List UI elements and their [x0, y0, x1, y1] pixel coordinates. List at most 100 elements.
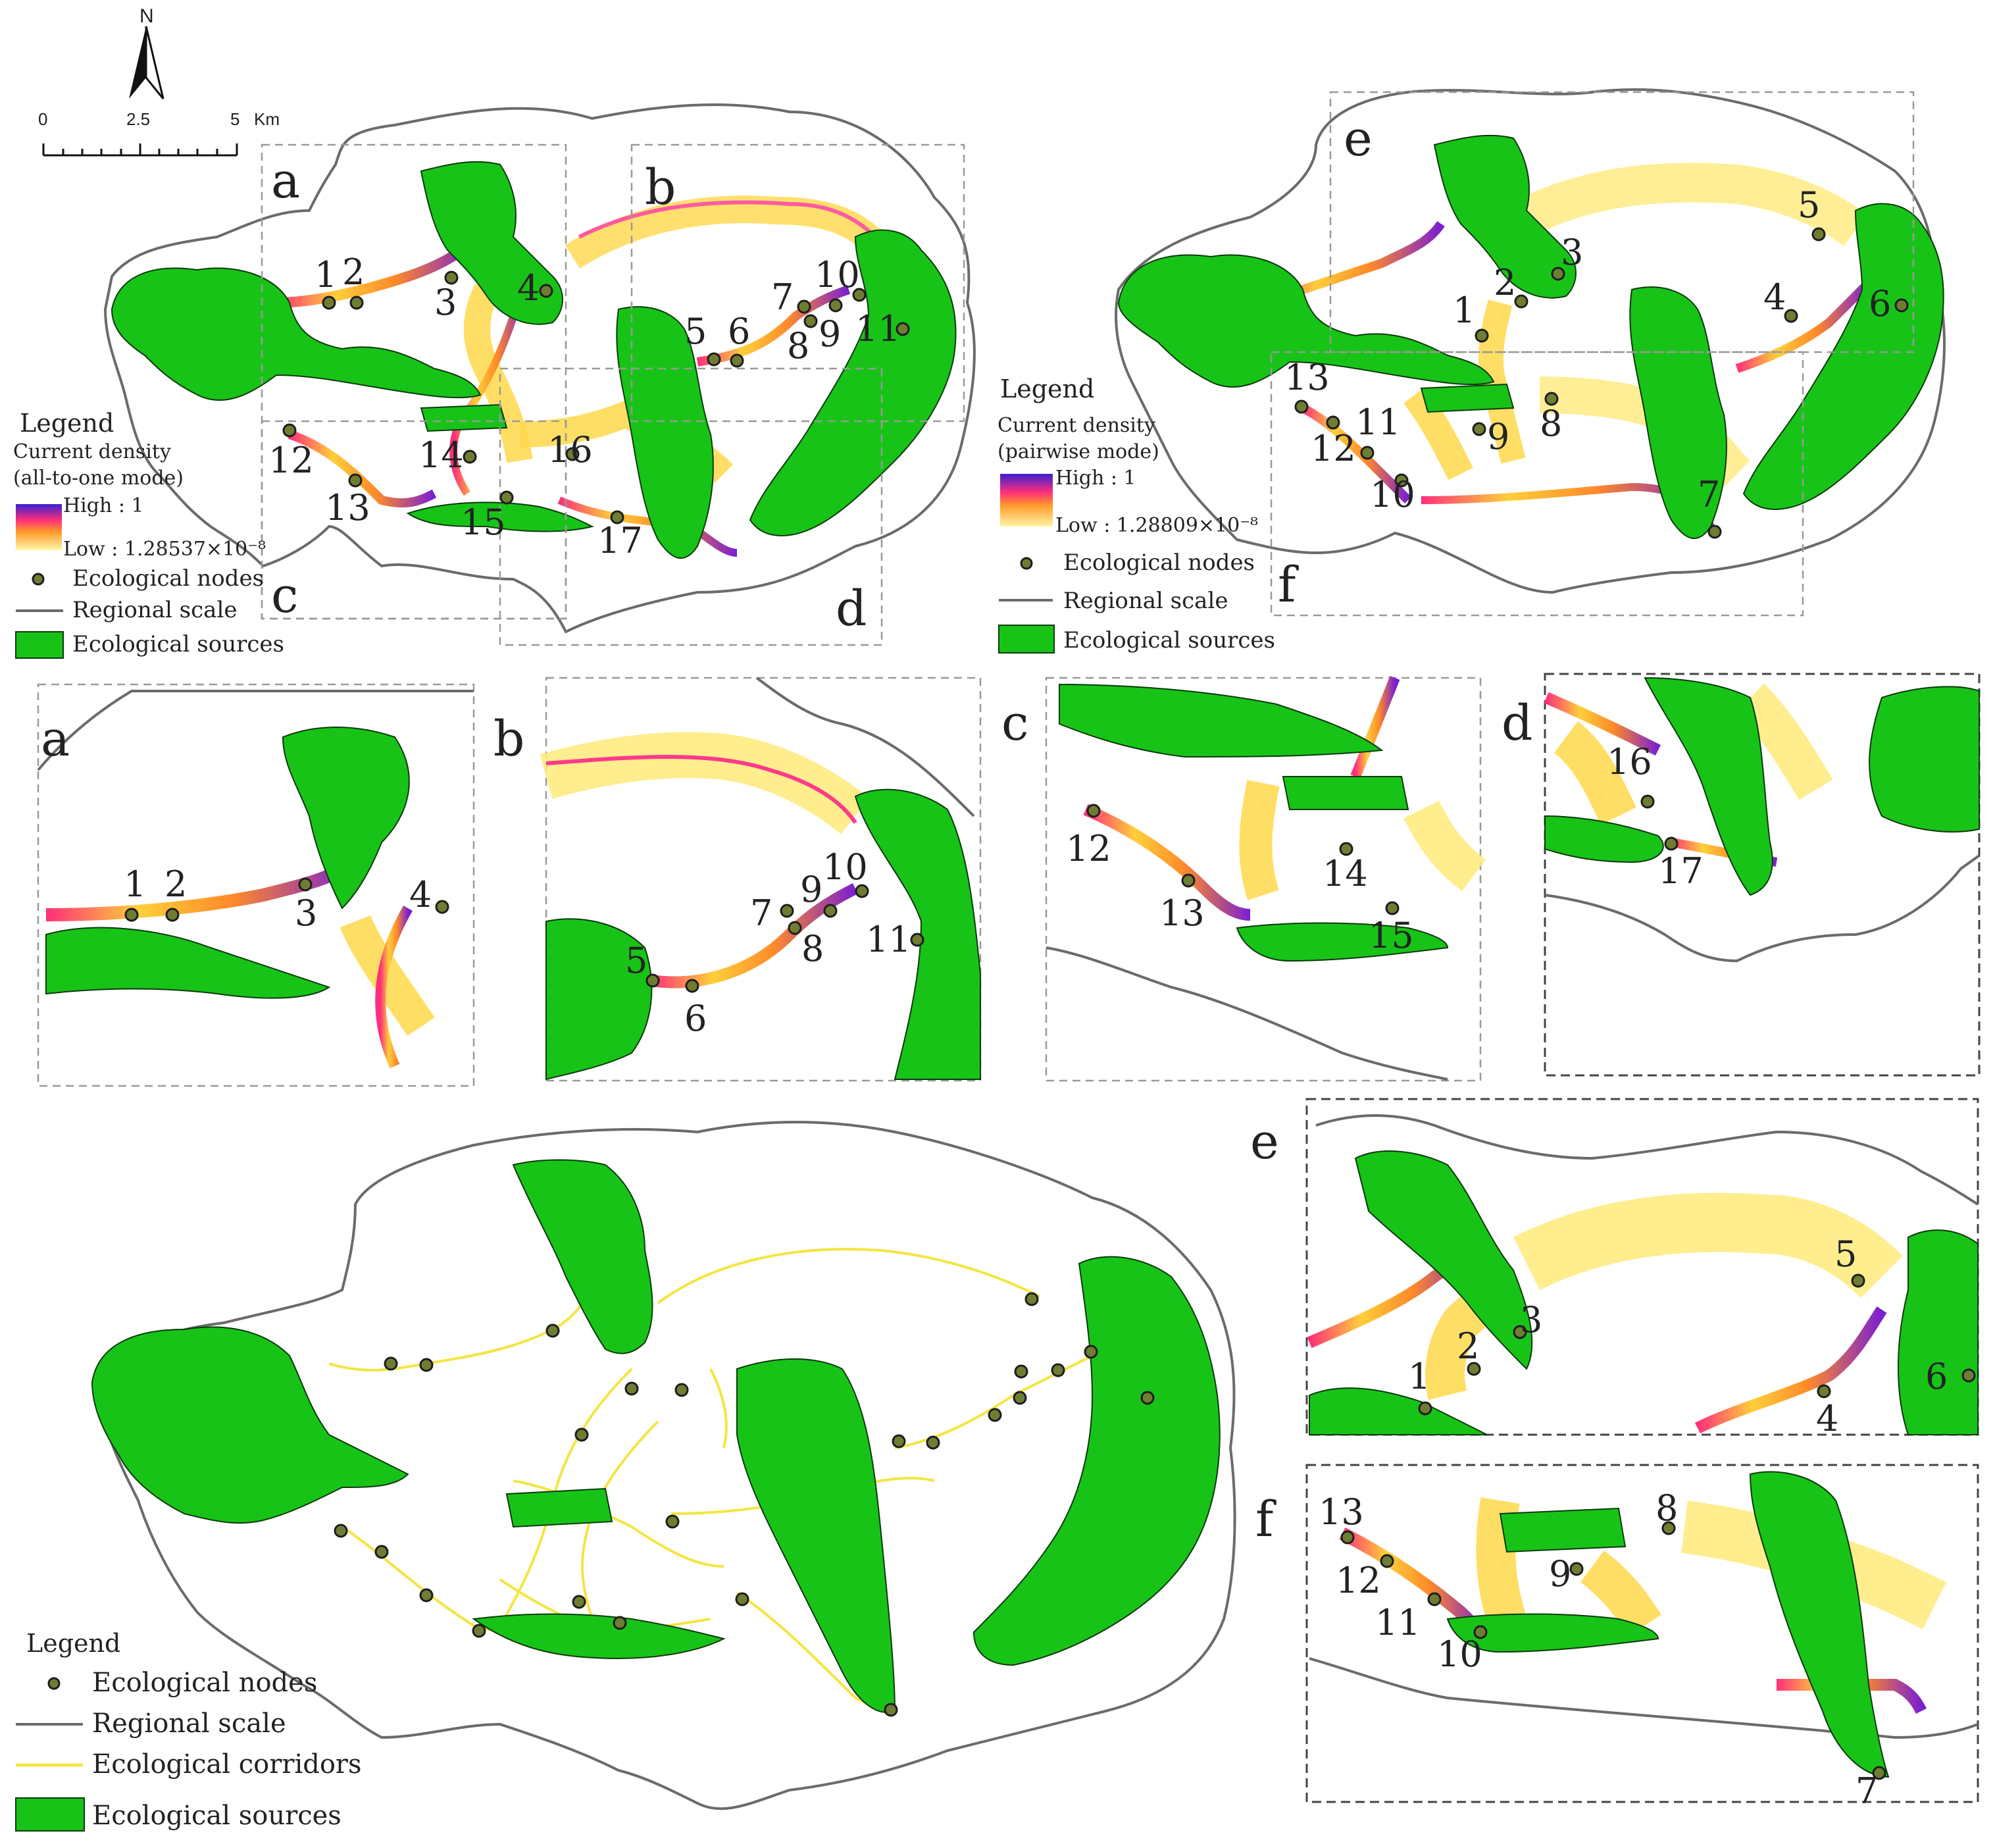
node-labels-all-to-one: 1 2 3 4 5 6 7 8 9 10 11 12 13 14 15 16 1… [268, 251, 901, 561]
inset-c-letter: c [1001, 695, 1028, 752]
corridor-e-top [1517, 163, 1867, 247]
inset-d-node-17: 17 [1658, 850, 1704, 892]
node-marker [610, 510, 624, 525]
node-label-7: 7 [1698, 474, 1720, 515]
scale-tick-0: 0 [38, 109, 47, 129]
inset-f-node-7: 7 [1856, 1770, 1878, 1812]
inset-b-letter: b [493, 711, 524, 767]
legend-density-mode: (all-to-one mode) [13, 467, 184, 490]
node-marker [1894, 298, 1909, 313]
inset-e-node-1: 1 [1408, 1356, 1430, 1397]
node-marker [803, 314, 818, 328]
node-marker [499, 490, 514, 505]
node-label-11: 11 [1355, 401, 1401, 443]
panel-letter-a: a [271, 153, 300, 209]
node-marker [1961, 1368, 1976, 1383]
inset-d-node-16: 16 [1607, 741, 1652, 783]
node-marker [624, 1381, 639, 1396]
node-marker [1013, 1391, 1027, 1405]
inset-c-node-12: 12 [1066, 828, 1111, 869]
node-marker [1784, 309, 1798, 323]
node-marker [896, 322, 910, 336]
node-marker [1872, 1766, 1886, 1780]
panel-letter-b: b [645, 159, 676, 216]
node-marker [828, 298, 843, 313]
node-marker [1051, 1363, 1065, 1377]
node-labels-pairwise: 1 2 3 4 5 6 7 8 9 10 11 12 13 [1284, 184, 1891, 515]
node-marker [823, 904, 838, 918]
node-marker [1707, 525, 1722, 539]
node-marker [472, 1624, 486, 1638]
node-label-13: 13 [1284, 357, 1330, 398]
inset-f-node-10: 10 [1437, 1633, 1482, 1675]
node-marker [374, 1545, 389, 1559]
ecological-source-south-corr [472, 1613, 726, 1660]
ecological-source-bar-corr [505, 1487, 613, 1528]
legend-node-icon [1020, 557, 1033, 570]
corridor-4-6 [1735, 280, 1872, 373]
inset-c: c 12 13 14 15 [1001, 676, 1486, 1082]
ecological-source-bar-pw [1420, 383, 1515, 413]
node-label-5: 5 [684, 311, 707, 352]
inset-e-node-4: 4 [1816, 1398, 1838, 1439]
node-label-2: 2 [1494, 262, 1516, 303]
legend-source-label: Ecological sources [1063, 627, 1275, 654]
legend-title: Legend [26, 1629, 120, 1658]
node-marker [298, 877, 313, 892]
north-arrow-icon [129, 26, 146, 99]
scale-bar: 0 2.5 5 Km [38, 109, 280, 157]
node-marker [463, 449, 477, 464]
node-marker [545, 1323, 560, 1338]
inset-f-node-13: 13 [1319, 1491, 1364, 1533]
node-label-12: 12 [1311, 428, 1356, 469]
corridor-b-top [565, 195, 885, 269]
panel-letter-e: e [1344, 111, 1373, 167]
node-marker [1661, 1521, 1676, 1535]
ecological-source-north [420, 161, 563, 325]
inset-a-letter: a [41, 711, 70, 767]
map-pairwise: e f 1 2 3 4 5 6 7 8 9 10 [998, 88, 1946, 654]
map-corridors: Legend Ecological nodes Regional scale E… [15, 1121, 1236, 1832]
node-label-8: 8 [787, 325, 809, 367]
node-label-15: 15 [461, 501, 506, 543]
node-marker [1472, 422, 1486, 436]
inset-c-node-13: 13 [1159, 892, 1205, 934]
node-marker [349, 295, 364, 310]
node-marker [565, 447, 580, 461]
node-marker [884, 1703, 898, 1717]
scale-tick-5: 5 [230, 109, 240, 129]
legend-low: Low : 1.28809×10⁻⁸ [1055, 514, 1258, 537]
node-marker [165, 908, 180, 922]
node-marker [707, 352, 721, 367]
ecological-source-west-pw [1117, 254, 1495, 388]
node-label-9: 9 [1487, 416, 1509, 457]
legend-high: High : 1 [63, 494, 144, 517]
node-marker [124, 908, 139, 922]
inset-f-node-12: 12 [1336, 1560, 1381, 1601]
inset-e-letter: e [1250, 1114, 1279, 1170]
legend-region-label: Regional scale [92, 1708, 286, 1739]
legend-source-icon [15, 1797, 85, 1832]
node-marker [539, 284, 553, 298]
node-marker [1385, 901, 1400, 915]
inset-b-node-11: 11 [866, 919, 911, 960]
legend-low: Low : 1.28537×10⁻⁸ [63, 538, 266, 561]
corridor-5-10 [696, 285, 851, 367]
node-marker [419, 1588, 434, 1603]
frame-a [261, 143, 567, 620]
node-marker [988, 1408, 1002, 1422]
legend-density-title: Current density [13, 440, 171, 463]
node-marker [282, 423, 297, 438]
node-marker [1513, 1325, 1527, 1339]
legend-density-ramp [1000, 474, 1053, 526]
node-marker [1427, 1592, 1442, 1606]
node-marker [1544, 392, 1559, 406]
node-marker [735, 1592, 749, 1606]
inset-e-node-3: 3 [1520, 1299, 1542, 1341]
nodes-all-to-one [282, 270, 910, 525]
node-marker [1473, 1625, 1488, 1639]
ecological-source-west [111, 267, 482, 401]
node-marker [1339, 842, 1353, 856]
inset-f-node-8: 8 [1655, 1487, 1678, 1529]
